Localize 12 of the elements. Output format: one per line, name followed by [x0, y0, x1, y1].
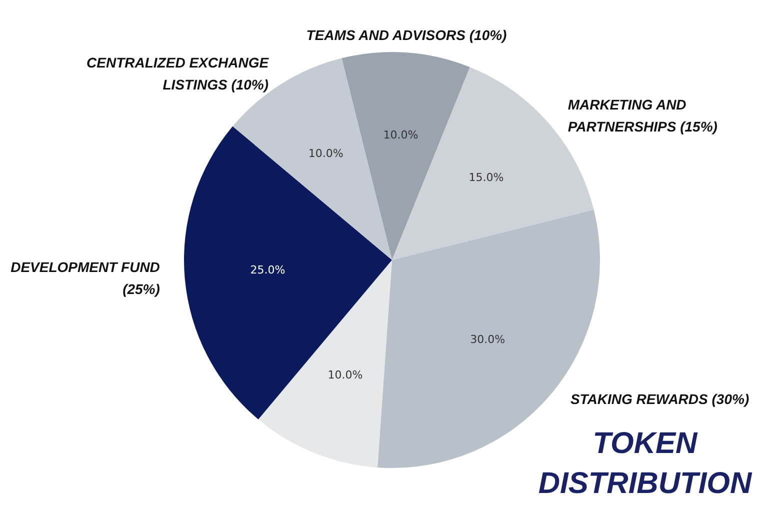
data-label: 10.0% [328, 368, 363, 382]
slice-label: DEVELOPMENT FUND (25%) [10, 258, 160, 297]
slice-label: TEAMS AND ADVISORS (10%) [306, 26, 508, 43]
slice-label: STAKING REWARDS (30%) [570, 391, 750, 408]
data-label: 10.0% [383, 128, 418, 142]
slice-label: CENTRALIZED EXCHANGE LISTINGS (10%) [86, 54, 270, 93]
data-label: 10.0% [308, 147, 344, 160]
text: TOKEN DISTRIBUTION [537, 426, 754, 502]
data-label: 15.0% [468, 170, 504, 184]
data-label: 25.0% [250, 264, 286, 277]
slice-label: MARKETING AND PARTNERSHIPS (15%) [568, 96, 718, 135]
data-label: 30.0% [470, 333, 506, 346]
